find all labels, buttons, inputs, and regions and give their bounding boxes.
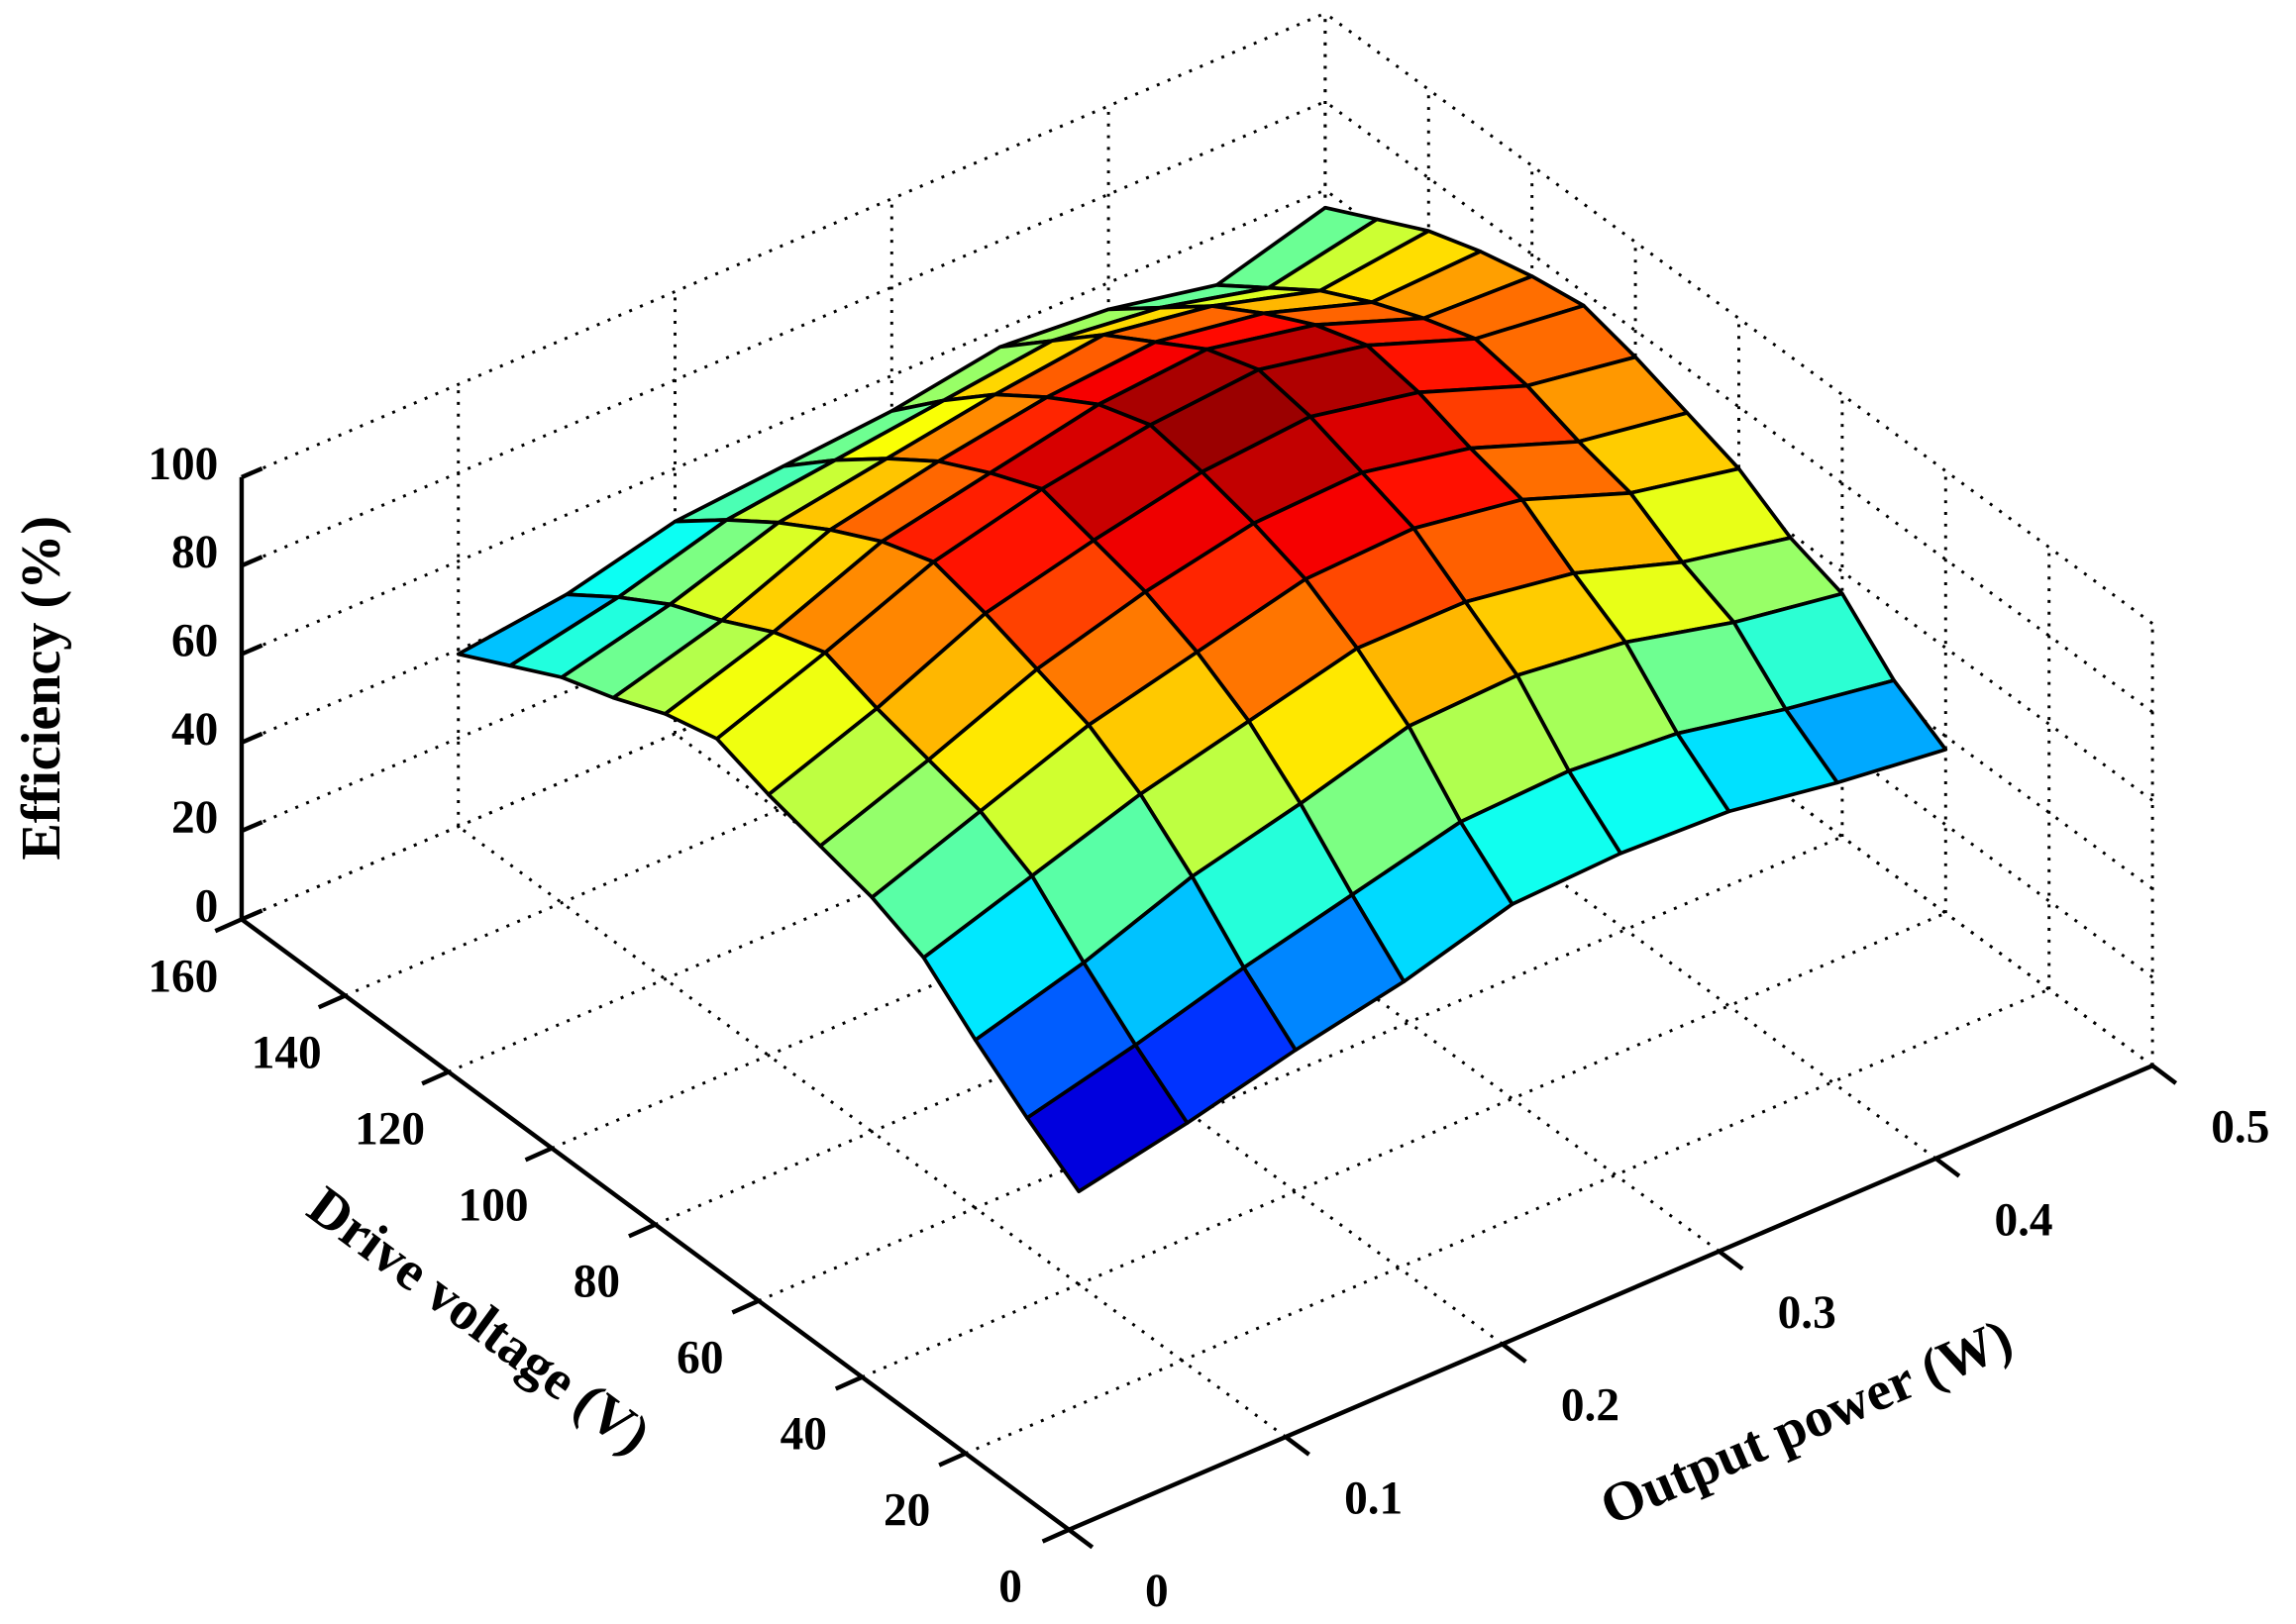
x-tick	[1284, 1435, 1310, 1457]
grid-line	[457, 825, 1287, 1439]
y-tick-label: 0	[998, 1562, 1022, 1613]
x-axis	[1068, 1064, 2153, 1532]
y-tick-label: 120	[355, 1103, 425, 1155]
z-tick-label: 100	[148, 439, 218, 490]
x-tick-label: 0.4	[1994, 1194, 2052, 1246]
x-tick	[1501, 1342, 1527, 1364]
y-tick-label: 80	[574, 1257, 620, 1308]
z-tick-label: 20	[171, 792, 218, 844]
y-tick-label: 160	[148, 951, 218, 1002]
y-tick	[938, 1451, 967, 1468]
x-tick-label: 0.1	[1344, 1472, 1403, 1524]
x-tick-label: 0.3	[1778, 1287, 1836, 1339]
y-tick-label: 100	[459, 1179, 529, 1231]
y-tick	[214, 917, 243, 934]
y-tick	[524, 1146, 554, 1163]
y-tick	[834, 1374, 864, 1391]
z-tick	[241, 820, 263, 834]
z-tick-label: 40	[171, 704, 218, 756]
z-tick	[241, 731, 263, 745]
z-tick	[241, 466, 263, 479]
y-tick	[317, 993, 347, 1010]
y-tick	[1041, 1527, 1071, 1544]
x-tick	[1067, 1528, 1095, 1550]
z-tick-label: 80	[171, 527, 218, 578]
x-tick	[1718, 1249, 1744, 1271]
y-tick	[731, 1298, 760, 1315]
y-tick-label: 140	[252, 1027, 322, 1078]
x-tick-label: 0.5	[2211, 1102, 2269, 1154]
x-tick	[2150, 1064, 2178, 1085]
z-tick	[241, 643, 263, 657]
z-tick-label: 0	[195, 880, 219, 932]
z-tick	[241, 555, 263, 568]
grid-line	[1323, 12, 2153, 625]
z-tick	[241, 908, 263, 922]
surface-face	[1025, 1043, 1190, 1194]
x-axis-label: Output power (W)	[1592, 1307, 2022, 1537]
z-tick-label: 60	[171, 615, 218, 666]
x-tick-label: 0.2	[1561, 1380, 1619, 1432]
y-tick-label: 60	[677, 1333, 723, 1384]
y-tick-label: 20	[884, 1485, 930, 1537]
y-tick	[628, 1222, 657, 1239]
y-tick-label: 40	[781, 1409, 827, 1461]
grid-line	[1323, 100, 2153, 714]
z-axis-label: Efficiency (%)	[11, 516, 72, 861]
x-tick	[1933, 1157, 1961, 1178]
y-axis	[240, 917, 1071, 1532]
x-tick-label: 0	[1145, 1566, 1169, 1617]
y-tick	[421, 1069, 450, 1086]
